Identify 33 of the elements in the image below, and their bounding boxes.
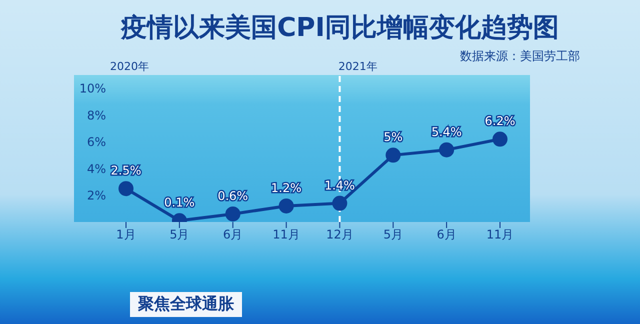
text: 聚焦全球通胀 [130,292,242,317]
x-tick-label: 6月 [436,228,456,242]
text: 2020年 [110,59,149,74]
data-label: 5% [384,130,403,144]
x-tick-label: 11月 [272,228,300,242]
y-tick-label: 2% [86,188,106,203]
data-label: 6.2% [484,114,516,128]
y-tick-label: 4% [86,162,106,176]
x-tick-label: 1月 [116,228,136,242]
data-label: 1.4% [324,178,355,192]
y-tick-label: 6% [86,135,106,150]
x-tick-label: 11月 [486,228,514,242]
x-tick-label: 5月 [170,228,190,242]
x-tick-label: 12月 [326,228,354,242]
point [439,142,454,158]
text: 2021年 [338,59,378,74]
point [492,132,508,147]
source-note: 数据来源：美国劳工部 [460,48,580,65]
point [225,206,240,222]
y-tick-label: 8% [86,108,106,122]
chart-title: 疫情以来美国CPI同比增幅变化趋势图 [120,12,560,45]
point [386,148,401,163]
data-label: 5.4% [431,124,462,139]
point [118,181,134,196]
data-label: 0.6% [218,188,248,203]
data-label: 2.5% [110,164,142,178]
data-label: 0.1% [164,196,195,210]
y-tick-label: 10% [79,82,106,96]
point [332,196,348,211]
point [278,198,294,214]
x-tick-label: 6月 [223,228,243,242]
x-tick-label: 5月 [383,228,403,242]
data-label: 1.2% [271,180,302,195]
